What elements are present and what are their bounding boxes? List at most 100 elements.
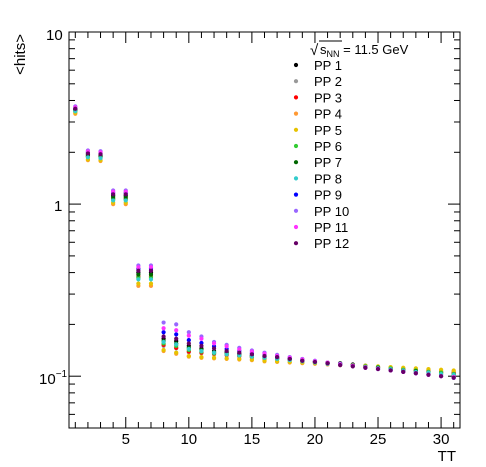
data-point [174, 336, 179, 341]
legend-marker [293, 160, 299, 165]
data-point [438, 374, 444, 379]
legend-marker [293, 224, 299, 230]
series-pp-12 [73, 106, 456, 380]
data-point [186, 330, 191, 335]
data-point [186, 346, 191, 352]
legend-item: PP 11 [293, 220, 348, 235]
legend-items: PP 1PP 2PP 3PP 4PP 5PP 6PP 7PP 8PP 9PP 1… [293, 58, 349, 251]
legend-header-energy: sNN = 11.5 GeV [320, 42, 409, 59]
data-point [375, 366, 381, 372]
data-point [199, 355, 204, 360]
data-point [136, 268, 141, 273]
data-point [136, 272, 141, 277]
data-point [161, 330, 166, 335]
legend-label: PP 4 [314, 107, 342, 122]
legend-label: PP 8 [314, 171, 342, 186]
data-point [186, 333, 191, 338]
data-point [161, 320, 166, 325]
legend-marker [293, 111, 299, 116]
y-tick-labels: 10−1 1 10 [39, 27, 68, 388]
data-points [73, 104, 456, 380]
legend-item: PP 5 [293, 123, 342, 138]
data-point [211, 350, 217, 355]
data-point [426, 372, 431, 377]
legend-marker [293, 208, 299, 213]
legend-item: PP 8 [293, 171, 342, 186]
legend-marker [293, 127, 299, 132]
y-tick-label-1: 1 [54, 198, 62, 215]
legend-label: PP 7 [314, 155, 342, 170]
legend-item: PP 3 [293, 90, 342, 105]
data-point [148, 272, 154, 277]
x-tick-label-5: 5 [122, 431, 130, 448]
data-point [98, 156, 103, 161]
legend-marker [293, 192, 299, 197]
legend-label: PP 6 [314, 139, 342, 154]
data-point [161, 334, 166, 339]
data-point [186, 338, 191, 343]
legend-label: PP 5 [314, 123, 342, 138]
axis-ticks [69, 31, 460, 429]
legend-marker [293, 79, 299, 84]
data-point [211, 346, 217, 351]
data-point [451, 375, 456, 380]
x-tick-label-30: 30 [433, 431, 450, 448]
data-point [174, 322, 179, 327]
data-point [237, 356, 242, 362]
data-point [237, 350, 242, 355]
data-point [451, 368, 456, 373]
data-point [224, 348, 229, 354]
data-point [148, 281, 154, 286]
legend-item: PP 9 [293, 188, 342, 203]
data-point [325, 361, 330, 366]
data-point [123, 198, 128, 203]
data-point [161, 339, 166, 345]
data-point [338, 363, 343, 368]
legend-label: PP 10 [314, 204, 349, 219]
data-point [249, 352, 254, 357]
data-point [237, 347, 242, 352]
data-point [161, 347, 166, 353]
data-point [388, 368, 393, 373]
legend-header: √ sNN = 11.5 GeV [310, 40, 409, 59]
legend-item: PP 7 [293, 155, 342, 170]
data-point [249, 357, 254, 362]
x-tick-label-25: 25 [370, 431, 387, 448]
legend: √ sNN = 11.5 GeV PP 1PP 2PP 3PP 4PP 5PP … [293, 40, 409, 251]
y-axis-title: <hits> [12, 34, 29, 75]
data-point [211, 355, 217, 360]
data-point [262, 358, 267, 363]
data-point [161, 326, 166, 331]
data-point [224, 344, 229, 349]
data-point [262, 353, 267, 359]
data-point [186, 353, 191, 359]
legend-label: PP 11 [314, 220, 348, 235]
legend-marker [293, 143, 299, 149]
data-point [174, 328, 179, 333]
data-point [199, 336, 204, 341]
data-point [300, 358, 305, 363]
data-point [413, 371, 418, 376]
data-point [148, 277, 154, 282]
data-point [199, 348, 204, 354]
x-tick-labels: 5 10 15 20 25 30 [122, 431, 450, 448]
data-point [174, 350, 179, 355]
legend-item: PP 6 [293, 139, 342, 154]
data-point [73, 106, 78, 111]
data-point [350, 364, 355, 369]
x-tick-label-15: 15 [244, 431, 261, 448]
data-point [123, 192, 128, 197]
legend-label: PP 3 [314, 90, 342, 105]
x-tick-label-10: 10 [180, 431, 197, 448]
data-point [199, 340, 204, 346]
data-point [211, 341, 217, 346]
data-point [85, 155, 91, 160]
data-point [199, 343, 204, 348]
data-point [136, 281, 141, 286]
data-point [401, 369, 406, 374]
y-tick-label-0p1: 10−1 [39, 369, 68, 388]
data-point [224, 356, 229, 361]
legend-label: PP 1 [314, 58, 342, 73]
